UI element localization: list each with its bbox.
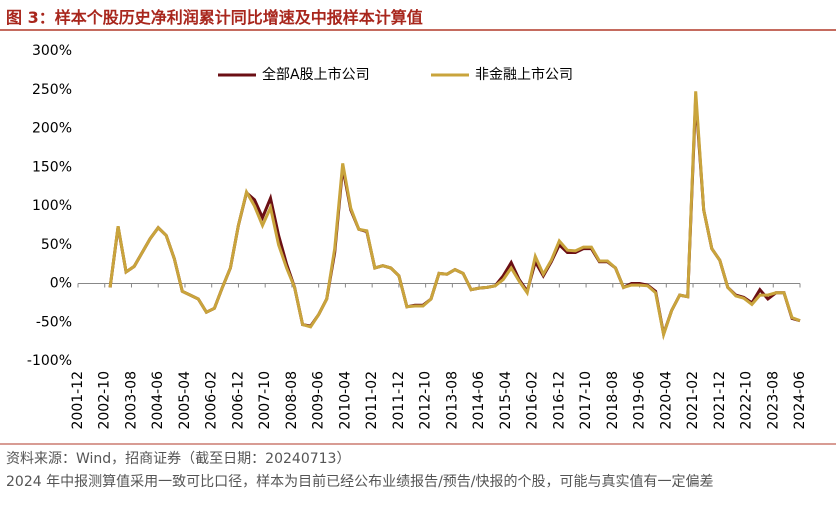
- x-tick-label: 2018-08: [605, 371, 621, 430]
- legend-label: 全部A股上市公司: [262, 66, 370, 83]
- source: 资料来源：Wind，招商证券（截至日期：20240713）: [6, 451, 351, 467]
- x-tick-label: 2023-08: [765, 371, 781, 430]
- x-tick-label: 2014-06: [471, 371, 487, 430]
- x-tick-label: 2015-04: [498, 371, 514, 430]
- x-tick-label: 2012-10: [418, 371, 434, 430]
- series-line: [108, 91, 801, 341]
- y-tick-label: 200%: [32, 121, 72, 137]
- chart-title: 图 3：样本个股历史净利润累计同比增速及中报样本计算值: [6, 8, 423, 27]
- note: 2024 年中报测算值采用一致可比口径，样本为目前已经公布业绩报告/预告/快报的…: [6, 474, 714, 490]
- x-tick-label: 2003-08: [123, 371, 139, 430]
- x-tick-label: 2021-12: [712, 371, 728, 430]
- x-tick-label: 2024-06: [792, 371, 808, 430]
- y-tick-label: 300%: [32, 43, 72, 59]
- x-tick-label: 2007-10: [257, 371, 273, 430]
- legend-label: 非金融上市公司: [475, 66, 573, 83]
- x-tick-label: 2011-02: [364, 371, 380, 430]
- x-tick-label: 2008-08: [284, 371, 300, 430]
- x-tick-label: 2006-12: [230, 371, 246, 430]
- x-tick-label: 2019-06: [632, 371, 648, 430]
- y-tick-label: -50%: [36, 314, 72, 330]
- x-tick-label: 2004-06: [150, 371, 166, 430]
- x-tick-label: 2009-06: [311, 371, 327, 430]
- y-tick-label: -100%: [27, 353, 72, 369]
- x-tick-label: 2022-10: [739, 371, 755, 430]
- x-tick-label: 2013-08: [444, 371, 460, 430]
- x-tick-label: 2002-10: [97, 371, 113, 430]
- y-tick-label: 250%: [32, 82, 72, 98]
- x-tick-label: 2017-10: [578, 371, 594, 430]
- x-tick-label: 2021-02: [685, 371, 701, 430]
- y-tick-label: 150%: [32, 159, 72, 175]
- y-tick-label: 100%: [32, 198, 72, 214]
- x-tick-label: 2010-04: [337, 371, 353, 430]
- series-line: [108, 97, 801, 340]
- x-tick-label: 2006-02: [204, 371, 220, 430]
- x-tick-label: 2011-12: [391, 371, 407, 430]
- x-tick-label: 2001-12: [70, 371, 86, 430]
- x-tick-label: 2016-12: [551, 371, 567, 430]
- y-tick-label: 50%: [41, 237, 72, 253]
- x-tick-label: 2020-04: [658, 371, 674, 430]
- x-tick-label: 2005-04: [177, 371, 193, 430]
- y-tick-label: 0%: [50, 276, 72, 292]
- x-tick-label: 2016-02: [525, 371, 541, 430]
